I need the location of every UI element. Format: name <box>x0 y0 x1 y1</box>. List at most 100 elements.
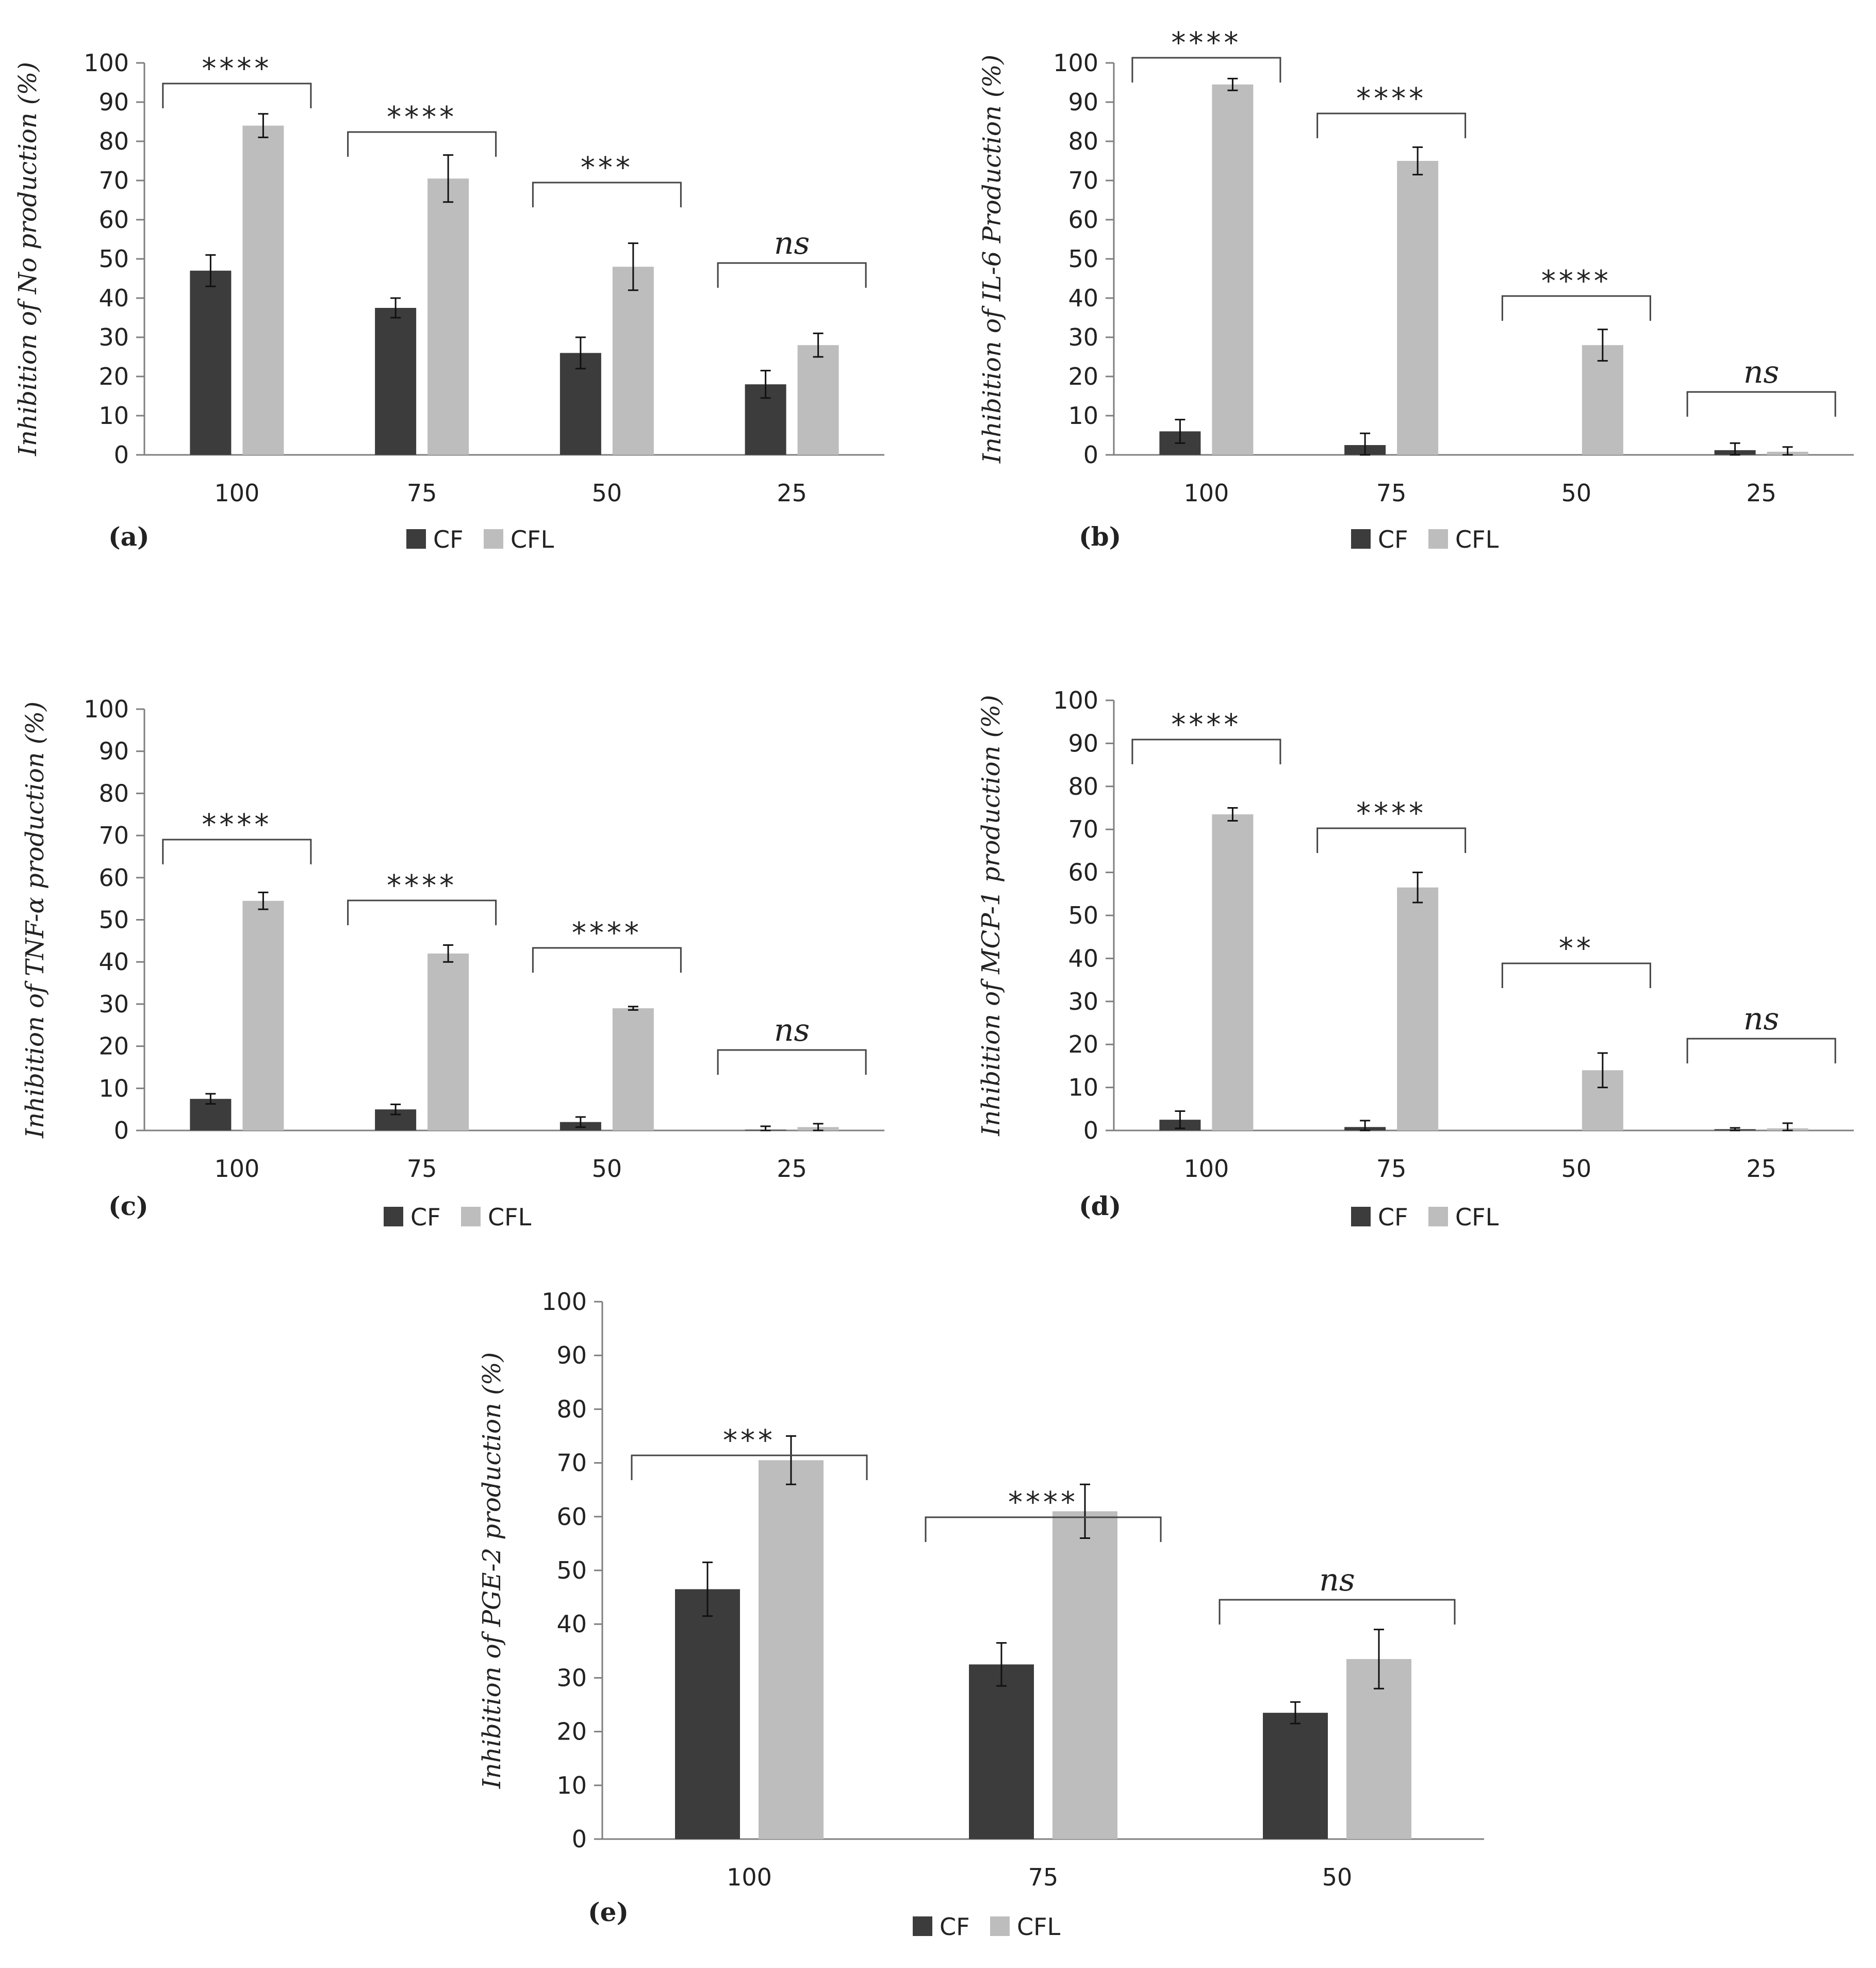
significance-label: *** <box>723 1424 776 1457</box>
x-tick-label: 25 <box>777 1155 807 1183</box>
y-tick-label: 70 <box>1068 167 1098 194</box>
legend-label-cfl: CFL <box>488 1203 532 1231</box>
significance-bracket <box>1131 739 1281 764</box>
bar-cf-75 <box>375 308 417 455</box>
significance-label: *** <box>581 151 633 185</box>
y-tick-label: 70 <box>98 822 129 849</box>
bar-cf-50 <box>559 353 601 455</box>
significance-bracket <box>1317 827 1467 853</box>
x-tick-label: 25 <box>1746 479 1776 507</box>
significance-label: **** <box>202 808 272 842</box>
legend-swatch-cfl <box>1428 1207 1448 1226</box>
legend-label-cf: CF <box>940 1913 970 1941</box>
significance-bracket <box>162 839 312 864</box>
x-tick-label: 50 <box>1322 1863 1353 1891</box>
y-tick-label: 50 <box>1068 901 1098 929</box>
legend-label-cfl: CFL <box>511 526 554 553</box>
y-tick-label: 60 <box>556 1503 587 1531</box>
x-tick-label: 75 <box>407 479 437 507</box>
y-axis-title: Inhibition of TNF-α production (%) <box>21 701 50 1139</box>
bar-cfl-100 <box>242 900 284 1130</box>
legend-label-cfl: CFL <box>1455 1203 1499 1231</box>
y-tick-label: 20 <box>98 1032 129 1060</box>
y-tick-label: 70 <box>1068 815 1098 843</box>
legend-label-cfl: CFL <box>1455 526 1499 553</box>
significance-bracket <box>1501 295 1651 321</box>
y-tick-label: 100 <box>1053 49 1098 77</box>
x-tick-label: 100 <box>214 479 259 507</box>
legend-label-cf: CF <box>1378 1203 1408 1231</box>
chart-panel-c: 0 10 20 30 40 50 60 70 80 90 100 Inhibition of TNF-… <box>21 695 884 1231</box>
y-tick-label: 0 <box>114 441 129 469</box>
significance-bracket <box>347 899 497 925</box>
bar-cf-75 <box>969 1664 1034 1839</box>
bar-cfl-75 <box>427 953 469 1130</box>
x-tick-label: 50 <box>1561 1155 1592 1183</box>
y-tick-label: 40 <box>1068 284 1098 312</box>
y-tick-label: 50 <box>98 245 129 273</box>
x-tick-label: 75 <box>1376 1155 1407 1183</box>
y-axis-title: Inhibition of No production (%) <box>13 62 42 456</box>
y-tick-label: 10 <box>1068 402 1098 430</box>
y-tick-label: 40 <box>556 1610 587 1638</box>
x-tick-label: 50 <box>592 1155 622 1183</box>
x-tick-label: 100 <box>214 1155 259 1183</box>
bar-cfl-75 <box>1397 161 1439 455</box>
panel-label: (d) <box>1079 1191 1121 1221</box>
x-tick-label: 100 <box>727 1863 772 1891</box>
x-tick-label: 25 <box>777 479 807 507</box>
x-tick-label: 25 <box>1746 1155 1776 1183</box>
significance-label: **** <box>387 869 457 903</box>
significance-label: **** <box>1541 265 1611 298</box>
bar-cfl-50 <box>1582 345 1623 455</box>
x-tick-label: 75 <box>1028 1863 1059 1891</box>
y-tick-label: 10 <box>98 1074 129 1102</box>
y-tick-label: 100 <box>84 49 129 77</box>
x-tick-label: 75 <box>407 1155 437 1183</box>
y-tick-label: 0 <box>114 1117 129 1144</box>
chart-panel-d: 0 10 20 30 40 50 60 70 80 90 100 Inhibition of MCP-… <box>977 686 1854 1231</box>
significance-label: **** <box>1356 797 1426 830</box>
bar-cf-100 <box>190 270 232 455</box>
legend-swatch-cf <box>913 1916 932 1936</box>
y-tick-label: 10 <box>556 1772 587 1799</box>
y-tick-label: 20 <box>1068 1030 1098 1058</box>
y-tick-label: 40 <box>1068 944 1098 972</box>
bar-cf-100 <box>675 1589 740 1839</box>
legend-swatch-cfl <box>484 529 503 549</box>
x-tick-label: 100 <box>1183 479 1229 507</box>
panel-label: (a) <box>108 521 150 552</box>
y-tick-label: 40 <box>98 948 129 976</box>
bar-cfl-75 <box>427 178 469 455</box>
y-tick-label: 80 <box>1068 773 1098 800</box>
significance-bracket <box>1686 1038 1836 1063</box>
significance-bracket <box>717 262 867 288</box>
x-tick-label: 50 <box>1561 479 1592 507</box>
significance-bracket <box>1501 962 1651 988</box>
y-tick-label: 60 <box>1068 859 1098 887</box>
significance-bracket <box>162 83 312 108</box>
y-tick-label: 20 <box>1068 363 1098 390</box>
legend-swatch-cf <box>406 529 426 549</box>
significance-bracket <box>347 131 497 157</box>
legend-swatch-cf <box>1351 1207 1371 1226</box>
y-axis-title: Inhibition of MCP-1 production (%) <box>977 695 1006 1136</box>
y-tick-label: 80 <box>1068 127 1098 155</box>
y-tick-label: 30 <box>1068 323 1098 351</box>
chart-panel-a: 0 10 20 30 40 50 60 70 80 90 100 Inhibition of No p… <box>13 49 884 553</box>
x-tick-label: 100 <box>1183 1155 1229 1183</box>
significance-label: ns <box>1743 1001 1779 1037</box>
legend-label-cf: CF <box>433 526 464 553</box>
significance-bracket <box>925 1516 1162 1542</box>
y-tick-label: 20 <box>556 1718 587 1746</box>
y-tick-label: 60 <box>98 206 129 234</box>
y-tick-label: 50 <box>1068 245 1098 273</box>
x-tick-label: 75 <box>1376 479 1407 507</box>
y-tick-label: 50 <box>98 906 129 934</box>
bar-cfl-50 <box>612 1008 654 1130</box>
y-tick-label: 30 <box>1068 988 1098 1015</box>
significance-label: **** <box>572 916 642 950</box>
y-tick-label: 90 <box>98 88 129 116</box>
y-tick-label: 100 <box>1053 686 1098 714</box>
